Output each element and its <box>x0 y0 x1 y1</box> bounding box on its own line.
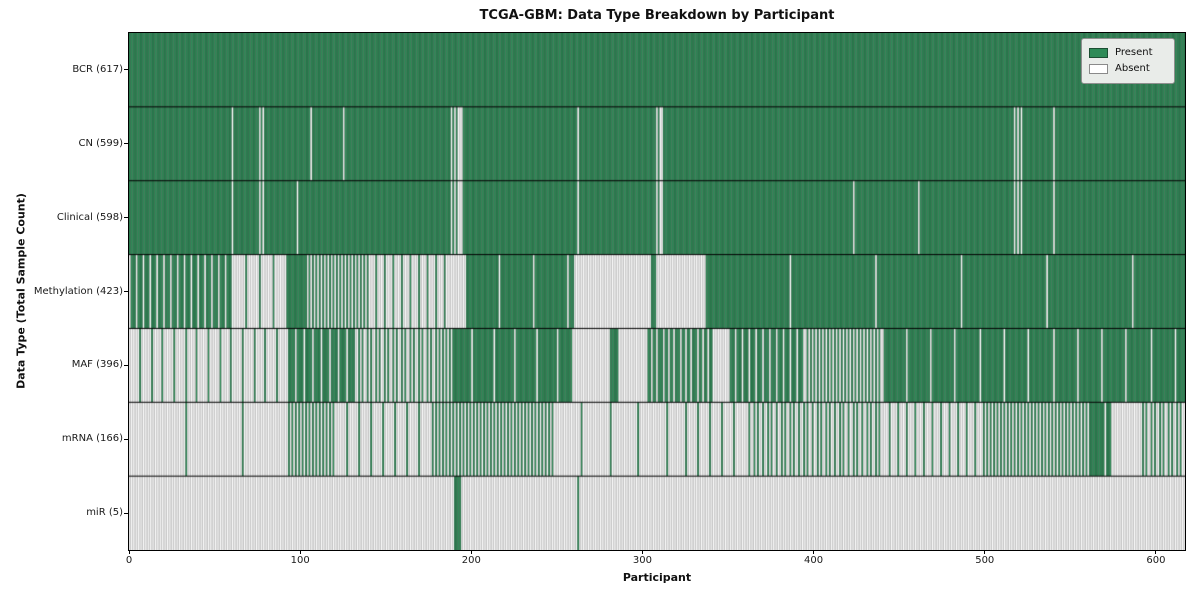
x-tick-mark <box>984 550 986 554</box>
x-tick-mark <box>299 550 301 554</box>
legend-item-present: Present <box>1089 45 1166 61</box>
legend-label-absent: Absent <box>1115 63 1150 74</box>
x-tick-label: 200 <box>461 555 481 566</box>
x-tick-mark <box>470 550 472 554</box>
x-tick-label: 500 <box>975 555 995 566</box>
present-swatch-icon <box>1089 48 1108 58</box>
x-tick-label: 600 <box>1146 555 1166 566</box>
y-tick-mark <box>124 438 128 440</box>
absent-swatch-icon <box>1089 64 1108 74</box>
y-tick-label: Methylation (423) <box>33 285 123 297</box>
x-tick-mark <box>128 550 130 554</box>
x-tick-mark <box>641 550 643 554</box>
y-tick-label: MAF (396) <box>71 359 123 371</box>
y-tick-label: mRNA (166) <box>61 433 123 445</box>
y-tick-label: Clinical (598) <box>56 211 123 223</box>
legend: Present Absent <box>1081 38 1175 84</box>
x-axis-title: Participant <box>622 571 692 584</box>
y-tick-label: BCR (617) <box>72 63 123 75</box>
y-tick-mark <box>124 217 128 219</box>
y-tick-mark <box>124 69 128 71</box>
y-tick-mark <box>124 512 128 514</box>
legend-label-present: Present <box>1115 47 1153 58</box>
x-tick-mark <box>813 550 815 554</box>
y-axis-title: Data Type (Total Sample Count) <box>14 193 28 389</box>
heatmap-canvas <box>129 33 1185 550</box>
x-tick-label: 0 <box>125 555 133 566</box>
y-tick-label: CN (599) <box>78 137 123 149</box>
x-tick-label: 400 <box>804 555 824 566</box>
x-tick-mark <box>1155 550 1157 554</box>
y-tick-mark <box>124 291 128 292</box>
chart-title: TCGA-GBM: Data Type Breakdown by Partici… <box>479 8 835 23</box>
y-tick-mark <box>124 143 128 145</box>
x-tick-label: 100 <box>290 555 310 566</box>
y-tick-label: miR (5) <box>86 507 123 519</box>
y-tick-mark <box>124 364 128 366</box>
x-tick-label: 300 <box>632 555 652 566</box>
legend-item-absent: Absent <box>1089 61 1166 77</box>
plot-area <box>128 32 1186 551</box>
